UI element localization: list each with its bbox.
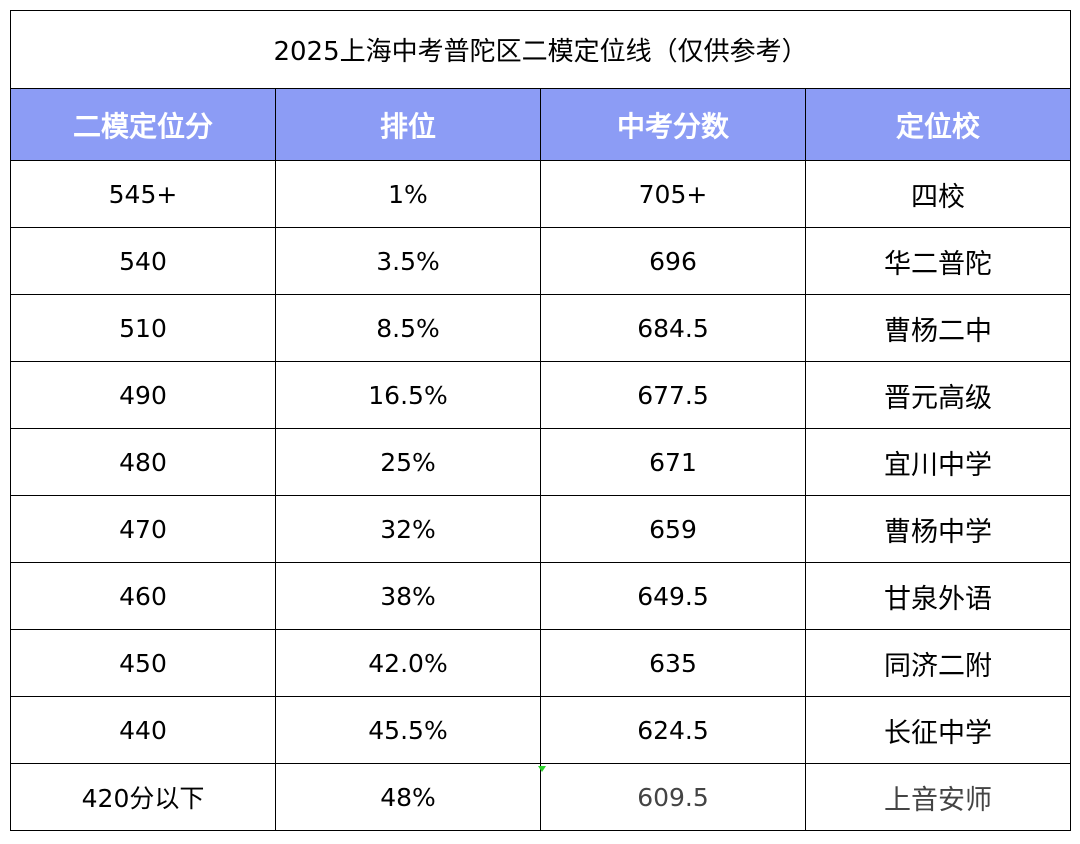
cell-rank: 45.5%	[275, 696, 541, 764]
cell-comment-marker	[538, 766, 546, 772]
cell-mock-score: 490	[10, 361, 276, 429]
cell-rank: 25%	[275, 428, 541, 496]
cell-school: 华二普陀	[804, 227, 1072, 295]
cell-mock-score: 440	[10, 696, 276, 764]
cell-rank: 38%	[275, 562, 541, 630]
cell-rank: 32%	[275, 495, 541, 563]
cell-exam-score: 635	[540, 629, 806, 697]
cell-school: 长征中学	[804, 696, 1072, 764]
cell-mock-score: 460	[10, 562, 276, 630]
title-row: 2025上海中考普陀区二模定位线（仅供参考）	[9, 10, 1072, 89]
table-row: 460 38% 649.5 甘泉外语	[10, 562, 1072, 630]
cell-school: 甘泉外语	[804, 562, 1072, 630]
table-row: 540 3.5% 696 华二普陀	[10, 227, 1072, 295]
cell-exam-score: 677.5	[540, 361, 806, 429]
header-school: 定位校	[804, 88, 1072, 161]
cell-mock-score: 510	[10, 294, 276, 362]
table-row: 545+ 1% 705+ 四校	[10, 160, 1072, 228]
table-title: 2025上海中考普陀区二模定位线（仅供参考）	[9, 10, 1072, 89]
cell-school: 曹杨二中	[804, 294, 1072, 362]
header-rank: 排位	[275, 88, 541, 161]
cell-mock-score: 420分以下	[10, 763, 276, 831]
header-row: 二模定位分 排位 中考分数 定位校	[10, 88, 1072, 161]
table-row: 490 16.5% 677.5 晋元高级	[10, 361, 1072, 429]
table-row: 420分以下 48% 609.5 上音安师	[10, 763, 1072, 831]
cell-mock-score: 470	[10, 495, 276, 563]
cell-school: 宜川中学	[804, 428, 1072, 496]
cell-exam-score: 649.5	[540, 562, 806, 630]
cell-mock-score: 540	[10, 227, 276, 295]
header-mock-score: 二模定位分	[10, 88, 276, 161]
header-exam-score: 中考分数	[540, 88, 806, 161]
cell-rank: 48%	[275, 763, 541, 831]
cell-exam-score: 705+	[540, 160, 806, 228]
cell-mock-score: 545+	[10, 160, 276, 228]
cell-school: 四校	[804, 160, 1072, 228]
table-row: 480 25% 671 宜川中学	[10, 428, 1072, 496]
cell-exam-score: 609.5	[540, 763, 806, 831]
cell-school: 晋元高级	[804, 361, 1072, 429]
table-row: 450 42.0% 635 同济二附	[10, 629, 1072, 697]
table-row: 510 8.5% 684.5 曹杨二中	[10, 294, 1072, 362]
cell-rank: 3.5%	[275, 227, 541, 295]
cell-exam-score: 671	[540, 428, 806, 496]
cell-school: 同济二附	[804, 629, 1072, 697]
table-row: 440 45.5% 624.5 长征中学	[10, 696, 1072, 764]
cell-exam-score: 624.5	[540, 696, 806, 764]
cell-rank: 42.0%	[275, 629, 541, 697]
cell-rank: 8.5%	[275, 294, 541, 362]
positioning-table: 2025上海中考普陀区二模定位线（仅供参考） 二模定位分 排位 中考分数 定位校…	[9, 10, 1072, 831]
cell-mock-score: 450	[10, 629, 276, 697]
cell-school: 曹杨中学	[804, 495, 1072, 563]
cell-exam-score: 684.5	[540, 294, 806, 362]
table-row: 470 32% 659 曹杨中学	[10, 495, 1072, 563]
cell-school: 上音安师	[804, 763, 1072, 831]
cell-rank: 1%	[275, 160, 541, 228]
cell-rank: 16.5%	[275, 361, 541, 429]
cell-exam-score: 659	[540, 495, 806, 563]
cell-mock-score: 480	[10, 428, 276, 496]
cell-exam-score: 696	[540, 227, 806, 295]
